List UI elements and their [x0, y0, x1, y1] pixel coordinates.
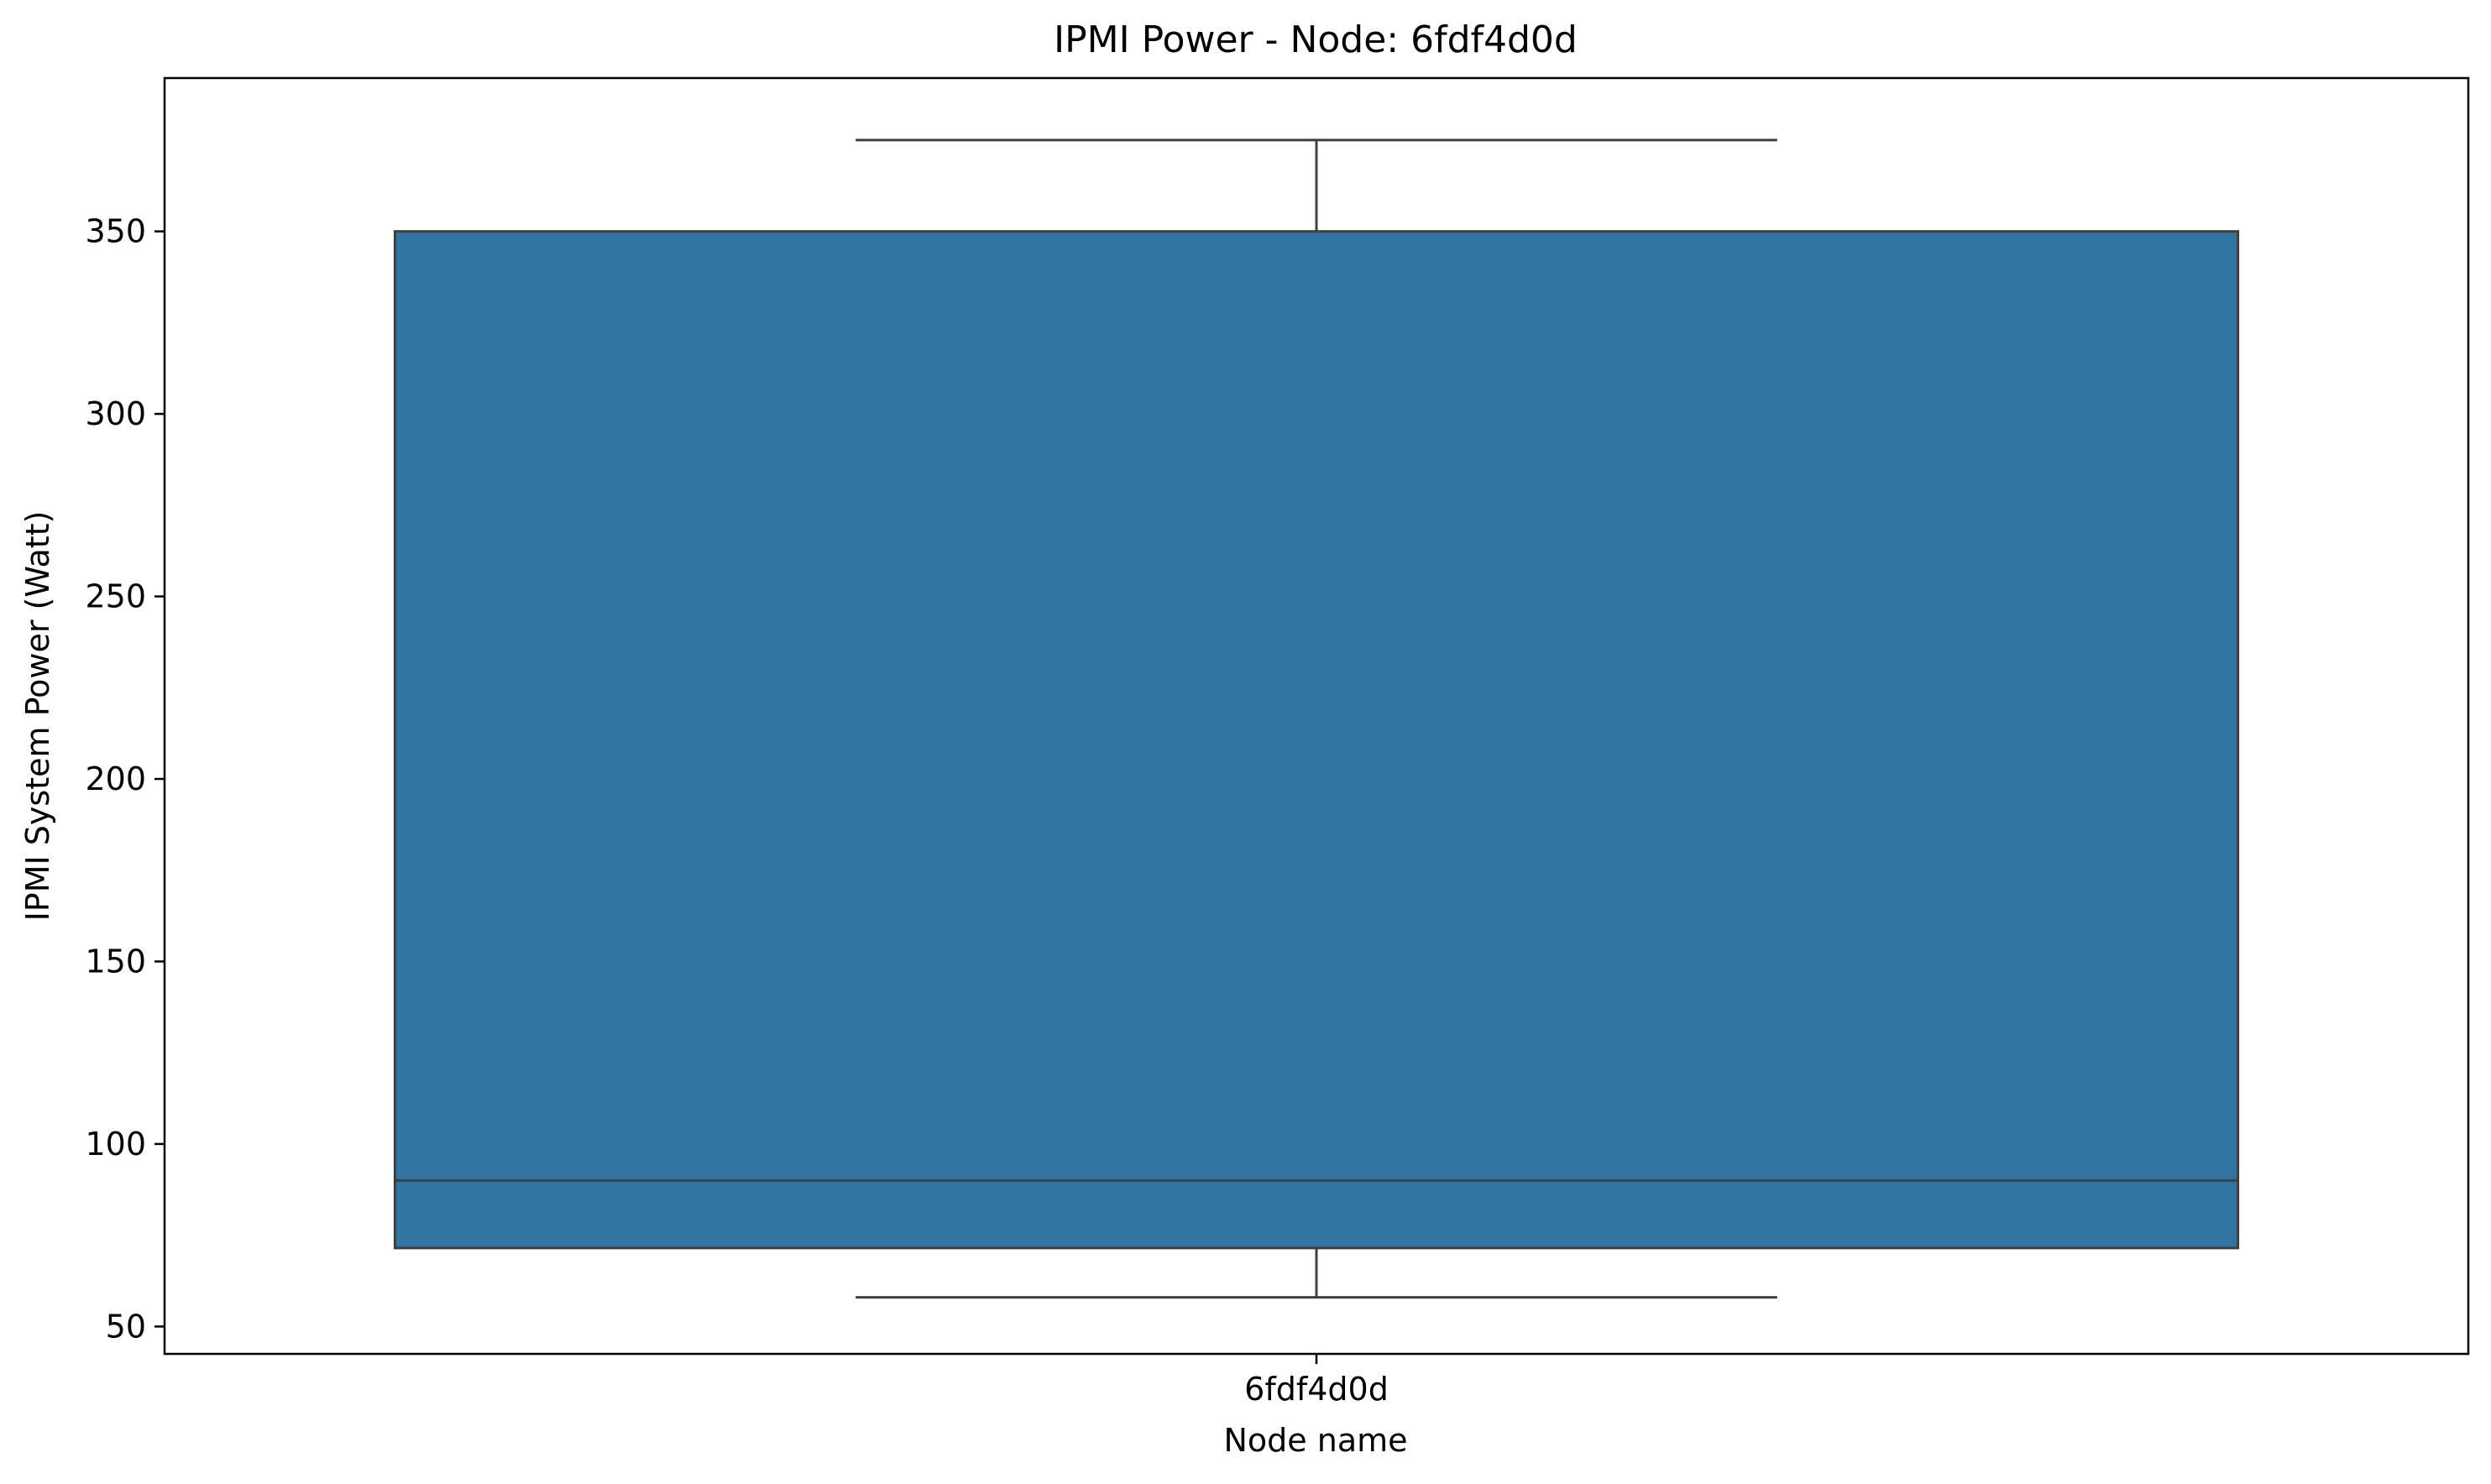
y-axis-label: IPMI System Power (Watt): [19, 511, 56, 922]
x-axis-label: Node name: [1223, 1422, 1407, 1459]
y-axis: 50 100 150 200 250 300 350: [85, 213, 165, 1345]
chart-title: IPMI Power - Node: 6fdf4d0d: [1054, 18, 1578, 61]
box-iqr: [393, 230, 2240, 1250]
y-tick-label: 200: [85, 760, 146, 797]
y-tick-label: 300: [85, 395, 146, 432]
y-tick-label: 350: [85, 213, 146, 250]
y-tick-label: 50: [106, 1308, 146, 1345]
x-tick-label: 6fdf4d0d: [1244, 1371, 1389, 1408]
y-tick-label: 150: [85, 943, 146, 980]
plot-area: [393, 138, 2240, 1299]
y-tick-label: 100: [85, 1126, 146, 1163]
box-group: [393, 138, 2240, 1299]
y-tick-label: 250: [85, 578, 146, 615]
x-axis: 6fdf4d0d: [1244, 1354, 1389, 1408]
